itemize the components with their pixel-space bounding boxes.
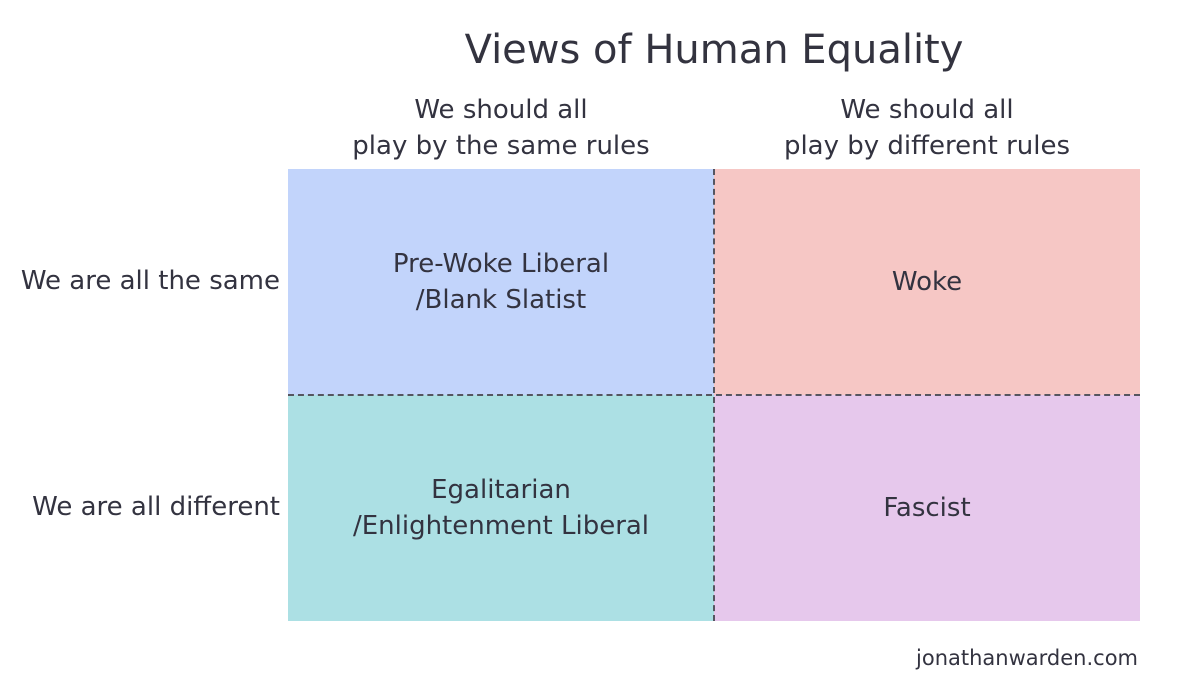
column-header-line: play by the same rules [352, 131, 650, 161]
quadrant-label-line: /Blank Slatist [415, 285, 587, 315]
quadrant-label: Egalitarian /Enlightenment Liberal [353, 472, 649, 544]
quadrant-egalitarian: Egalitarian /Enlightenment Liberal [288, 395, 714, 621]
quadrant-grid: Pre-Woke Liberal /Blank Slatist Woke Ega… [288, 169, 1140, 621]
column-header-line: We should all [840, 95, 1014, 125]
quadrant-fascist: Fascist [714, 395, 1140, 621]
quadrant-pre-woke-liberal: Pre-Woke Liberal /Blank Slatist [288, 169, 714, 395]
quadrant-label-line: Fascist [883, 493, 971, 523]
column-header-line: play by different rules [783, 131, 1071, 161]
quadrant-label: Fascist [883, 490, 970, 526]
quadrant-woke: Woke [714, 169, 1140, 395]
quadrant-label: Woke [892, 264, 962, 300]
quadrant-label-line: Pre-Woke Liberal [392, 249, 610, 279]
horizontal-divider [288, 394, 1140, 396]
column-header-line: We should all [414, 95, 588, 125]
site-credit: jonathanwarden.com [916, 646, 1138, 670]
chart-title: Views of Human Equality [464, 27, 964, 73]
row-header-all-same: We are all the same [20, 266, 280, 296]
quadrant-label-line: /Enlightenment Liberal [352, 511, 650, 541]
column-header-same-rules: We should all play by the same rules [288, 92, 714, 164]
column-header-different-rules: We should all play by different rules [714, 92, 1140, 164]
quadrant-label: Pre-Woke Liberal /Blank Slatist [393, 246, 609, 318]
quadrant-label-line: Egalitarian [431, 475, 571, 505]
row-header-all-different: We are all different [32, 492, 280, 522]
quadrant-label-line: Woke [891, 267, 963, 297]
